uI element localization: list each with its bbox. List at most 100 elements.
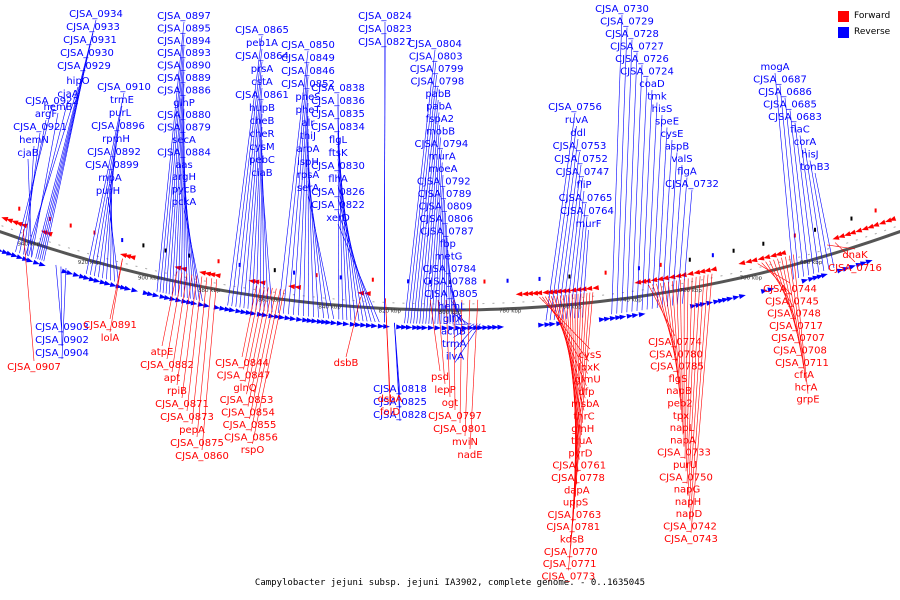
connector-line: [410, 74, 437, 324]
reverse-feature: [860, 261, 867, 267]
feature-tick: [273, 268, 276, 273]
forward-feature: [199, 270, 206, 276]
forward-gene-label: CJSA_0761: [552, 461, 606, 472]
connector-line: [413, 87, 438, 324]
reverse-gene-label: CJSA_0809: [419, 202, 473, 213]
reverse-feature: [175, 297, 182, 303]
connector-line: [616, 27, 628, 314]
reverse-gene-label: cysE: [661, 129, 684, 140]
forward-gene-label: mviN: [452, 437, 478, 448]
reverse-gene-label: fbp: [440, 239, 456, 250]
reverse-gene-label: pabA: [426, 102, 452, 113]
reverse-gene-label: pycB: [172, 185, 197, 196]
reverse-gene-label: CJSA_0879: [157, 123, 211, 134]
reverse-gene-label: corA: [794, 137, 817, 148]
reverse-feature: [306, 317, 314, 323]
forward-gene-label: CJSA_0797: [428, 411, 482, 422]
forward-feature: [872, 221, 880, 227]
forward-feature: [535, 290, 543, 296]
forward-gene-label: flgS: [669, 374, 688, 385]
reverse-gene-label: secA: [172, 135, 196, 146]
connector-line: [181, 275, 198, 399]
reverse-gene-label: mogA: [760, 62, 789, 73]
forward-feature: [769, 252, 777, 258]
kbp-tick-label: 800 kbp: [439, 310, 462, 316]
reverse-feature: [760, 289, 768, 294]
feature-tick: [850, 216, 853, 221]
reverse-gene-label: CJSA_0890: [157, 61, 211, 72]
feature-tick: [339, 275, 342, 280]
connector-line: [689, 274, 709, 521]
forward-gene-label: dsbB: [334, 358, 359, 369]
reverse-gene-label: coaD: [639, 79, 665, 90]
reverse-feature: [316, 318, 324, 324]
connector-line: [757, 263, 791, 284]
forward-gene-label: CJSA_0780: [649, 349, 703, 360]
forward-feature: [668, 274, 676, 280]
forward-feature: [208, 272, 216, 278]
connector-line: [626, 52, 638, 313]
kbp-tick-label: 720 kbp: [680, 288, 703, 294]
connector-line: [168, 71, 185, 295]
reverse-gene-label: peb1A: [246, 38, 278, 49]
reverse-gene-label: argF: [35, 109, 57, 120]
forward-gene-label: thrC: [573, 412, 594, 423]
feature-tick: [371, 277, 374, 282]
forward-feature: [174, 265, 182, 271]
reverse-gene-label: CJSA_0764: [560, 206, 614, 217]
forward-gene-label: CJSA_0891: [83, 320, 137, 331]
reverse-gene-label: CJSA_0787: [420, 227, 474, 238]
reverse-feature: [321, 319, 328, 325]
reverse-gene-label: rpmH: [102, 134, 130, 145]
forward-gene-label: uppS: [563, 498, 588, 509]
connector-line: [239, 74, 263, 308]
reverse-feature: [412, 325, 419, 330]
connector-line: [827, 244, 856, 250]
genome-caption: Campylobacter jejuni subsp. jejuni IA390…: [254, 578, 646, 588]
reverse-feature: [284, 315, 292, 321]
reverse-gene-label: CJSA_0784: [423, 264, 477, 275]
forward-gene-label: CJSA_0770: [544, 547, 598, 558]
reverse-gene-label: CJSA_0756: [548, 102, 602, 113]
connector-line: [165, 59, 185, 294]
connector-line: [191, 277, 208, 425]
connector-line: [394, 322, 401, 422]
connector-line: [247, 100, 263, 309]
forward-gene-label: nadE: [457, 450, 482, 461]
forward-gene-label: CJSA_0774: [648, 337, 702, 348]
connector-line: [774, 72, 794, 280]
reverse-gene-label: CJSA_0884: [157, 147, 211, 158]
forward-feature: [11, 220, 19, 226]
reverse-gene-label: CJSA_0794: [415, 139, 469, 150]
connector-line: [27, 145, 35, 256]
forward-feature: [650, 277, 658, 283]
forward-feature: [554, 288, 562, 294]
reverse-gene-label: xerD: [326, 213, 350, 224]
feature-tick: [874, 208, 877, 213]
connector-line: [447, 249, 454, 325]
reverse-gene-label: CJSA_0828: [373, 410, 427, 421]
connector-line: [677, 177, 688, 305]
forward-feature: [889, 216, 897, 221]
reverse-gene-label: CJSA_0880: [157, 110, 211, 121]
connector-line: [459, 299, 463, 424]
forward-feature: [710, 266, 717, 272]
forward-feature: [775, 251, 783, 256]
connector-line: [106, 157, 115, 280]
connector-line: [437, 187, 445, 324]
kbp-tick-label: 820 kbp: [379, 309, 402, 315]
reverse-gene-label: CJSA_0726: [615, 54, 669, 65]
genome-backbone: [0, 230, 900, 312]
reverse-gene-label: CJSA_0934: [69, 9, 123, 20]
connector-line: [247, 287, 273, 407]
reverse-feature: [360, 322, 367, 328]
kbp-tick-label: 900 kbp: [138, 276, 161, 282]
reverse-gene-label: ciaB: [251, 168, 272, 179]
reverse-swatch: [838, 26, 849, 38]
forward-gene-label: CJSA_0733: [657, 448, 711, 459]
reverse-gene-label: CJSA_0902: [35, 335, 89, 346]
connector-line: [183, 183, 197, 300]
reverse-feature: [124, 285, 132, 291]
reverse-feature: [855, 263, 863, 268]
connector-line: [241, 285, 257, 358]
